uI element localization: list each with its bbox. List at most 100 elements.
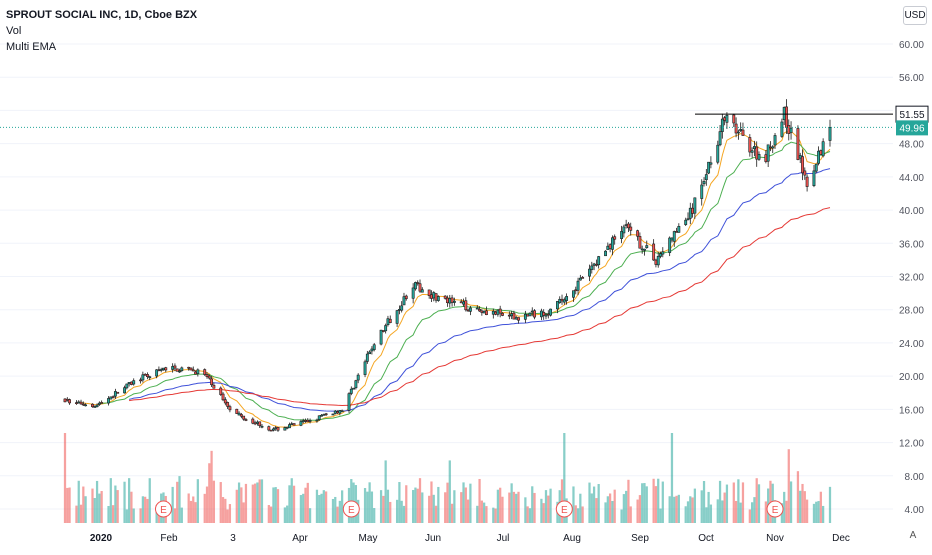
earnings-label: E [348, 505, 355, 516]
candle [418, 279, 422, 293]
candle [498, 305, 502, 318]
candle [558, 296, 562, 304]
volume-bar [373, 508, 376, 523]
candle [533, 309, 536, 320]
volume-bar [322, 490, 325, 523]
candle [127, 382, 131, 387]
volume-bar [512, 491, 516, 523]
candle [221, 392, 225, 402]
currency-badge[interactable]: USD [903, 6, 927, 25]
earnings-marker[interactable]: E [555, 500, 573, 518]
volume-bar [267, 505, 270, 523]
price-axis-bg[interactable] [893, 0, 932, 550]
volume-bar [661, 481, 664, 523]
earnings-marker[interactable]: E [154, 500, 172, 518]
candle [196, 368, 200, 377]
candle [576, 277, 580, 296]
candle [485, 306, 488, 316]
volume-bar [146, 498, 149, 523]
volume-bar [732, 482, 735, 523]
candle [235, 408, 239, 414]
volume-bar [796, 471, 800, 523]
candle [750, 147, 754, 158]
volume-bar [620, 509, 623, 523]
volume-bar [659, 508, 662, 523]
last-price-badge: 49.96 [896, 120, 928, 136]
candle [317, 415, 321, 421]
candle [162, 367, 165, 371]
volume-bar [684, 506, 687, 523]
time-axis-bg[interactable] [0, 525, 893, 550]
volume-bar [256, 482, 259, 523]
candle [592, 262, 596, 271]
volume-bar [693, 488, 696, 523]
candle [125, 383, 129, 390]
candle [523, 310, 527, 324]
volume-bar [466, 499, 470, 523]
candle [381, 330, 385, 333]
earnings-marker[interactable]: E [766, 500, 784, 518]
candle [757, 151, 761, 161]
auto-scale-button[interactable]: A [909, 530, 917, 541]
volume-bar [673, 496, 676, 523]
volume-bar [707, 491, 710, 523]
volume-bar [334, 496, 337, 523]
candle [347, 392, 351, 413]
candle [661, 247, 665, 258]
volume-bar [139, 508, 142, 523]
candle [285, 426, 289, 430]
volume-bar [450, 503, 454, 523]
candle [207, 374, 211, 380]
candle [436, 295, 440, 302]
volume-bar [276, 489, 280, 523]
volume-bar [815, 501, 818, 523]
candle [178, 368, 181, 373]
volume-bar [196, 479, 199, 523]
y-tick-label: 4.00 [905, 505, 925, 516]
y-tick-label: 28.00 [899, 306, 924, 317]
candle [448, 294, 452, 308]
volume-bar [822, 505, 825, 523]
candle [276, 427, 280, 432]
candle [210, 376, 214, 387]
volume-bar [627, 479, 630, 523]
candle [379, 329, 383, 346]
volume-bar [675, 495, 678, 523]
volume-bar [79, 504, 83, 523]
volume-bar [716, 499, 719, 523]
volume-bar [755, 478, 758, 523]
candle [546, 310, 550, 319]
volume-bar [187, 493, 190, 523]
candle [789, 121, 793, 140]
candle [384, 323, 388, 334]
candle [205, 372, 209, 379]
volume-bar [84, 496, 87, 523]
volume-bar [622, 494, 625, 523]
volume-bar [629, 506, 632, 523]
volume-bar [499, 487, 502, 523]
candle [640, 245, 644, 254]
volume-bar [476, 505, 479, 523]
candle [315, 418, 319, 423]
volume-bar [501, 496, 504, 523]
volume-bar [155, 505, 158, 523]
candle [798, 152, 802, 164]
volume-bar [283, 507, 287, 523]
candle [496, 309, 500, 317]
volume-bar [533, 492, 536, 523]
candle [574, 286, 578, 295]
candle [812, 165, 816, 188]
volume-bar [237, 482, 241, 523]
candle [578, 274, 582, 281]
candle [363, 359, 367, 378]
candle [652, 239, 656, 261]
candle [539, 308, 543, 321]
volume-bar [508, 492, 511, 523]
volume-bar [95, 480, 99, 523]
volume-bar [549, 488, 552, 523]
earnings-marker[interactable]: E [342, 500, 360, 518]
candle [723, 115, 727, 126]
